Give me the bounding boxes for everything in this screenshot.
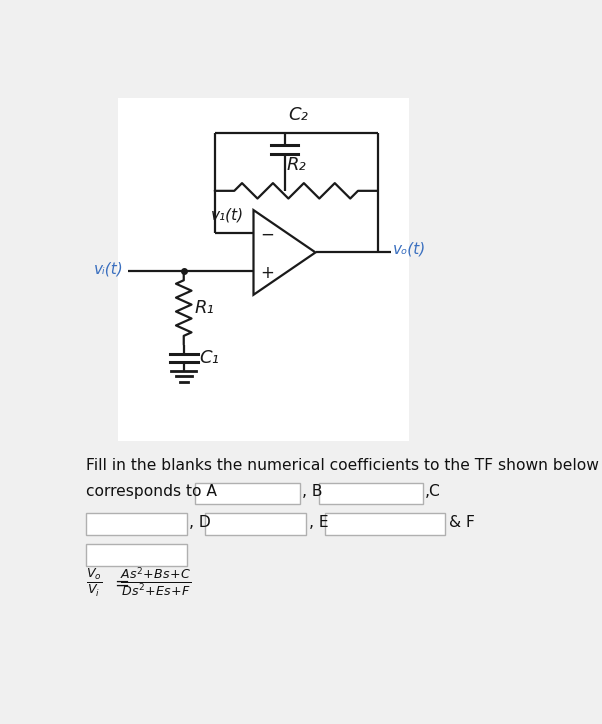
Text: C₁: C₁	[199, 349, 219, 367]
Text: , B: , B	[302, 484, 323, 500]
Bar	[86, 544, 187, 566]
Text: +: +	[261, 264, 275, 282]
Text: vₒ(t): vₒ(t)	[393, 242, 426, 257]
Bar	[118, 98, 409, 441]
Text: , D: , D	[189, 515, 211, 530]
Bar	[205, 513, 306, 535]
Text: ,C: ,C	[425, 484, 441, 500]
Text: & F: & F	[449, 515, 474, 530]
Text: R₂: R₂	[286, 156, 306, 174]
Text: v₁(t): v₁(t)	[211, 208, 244, 222]
Bar	[86, 513, 187, 535]
Text: $\frac{V_o}{V_i}$: $\frac{V_o}{V_i}$	[86, 567, 102, 599]
Text: −: −	[261, 226, 275, 244]
Text: C₂: C₂	[288, 106, 308, 124]
Bar	[318, 483, 423, 504]
Bar	[196, 483, 300, 504]
Text: vᵢ(t): vᵢ(t)	[95, 261, 124, 277]
Text: corresponds to A: corresponds to A	[86, 484, 217, 500]
Text: $\frac{As^2\!+\!Bs\!+\!C}{Ds^2\!+\!Es\!+\!F}$: $\frac{As^2\!+\!Bs\!+\!C}{Ds^2\!+\!Es\!+…	[120, 566, 191, 599]
Bar	[325, 513, 445, 535]
Text: , E: , E	[309, 515, 328, 530]
Text: R₁: R₁	[194, 299, 214, 317]
Text: Fill in the blanks the numerical coefficients to the TF shown below that: Fill in the blanks the numerical coeffic…	[86, 458, 602, 473]
Text: $=$: $=$	[111, 573, 129, 592]
